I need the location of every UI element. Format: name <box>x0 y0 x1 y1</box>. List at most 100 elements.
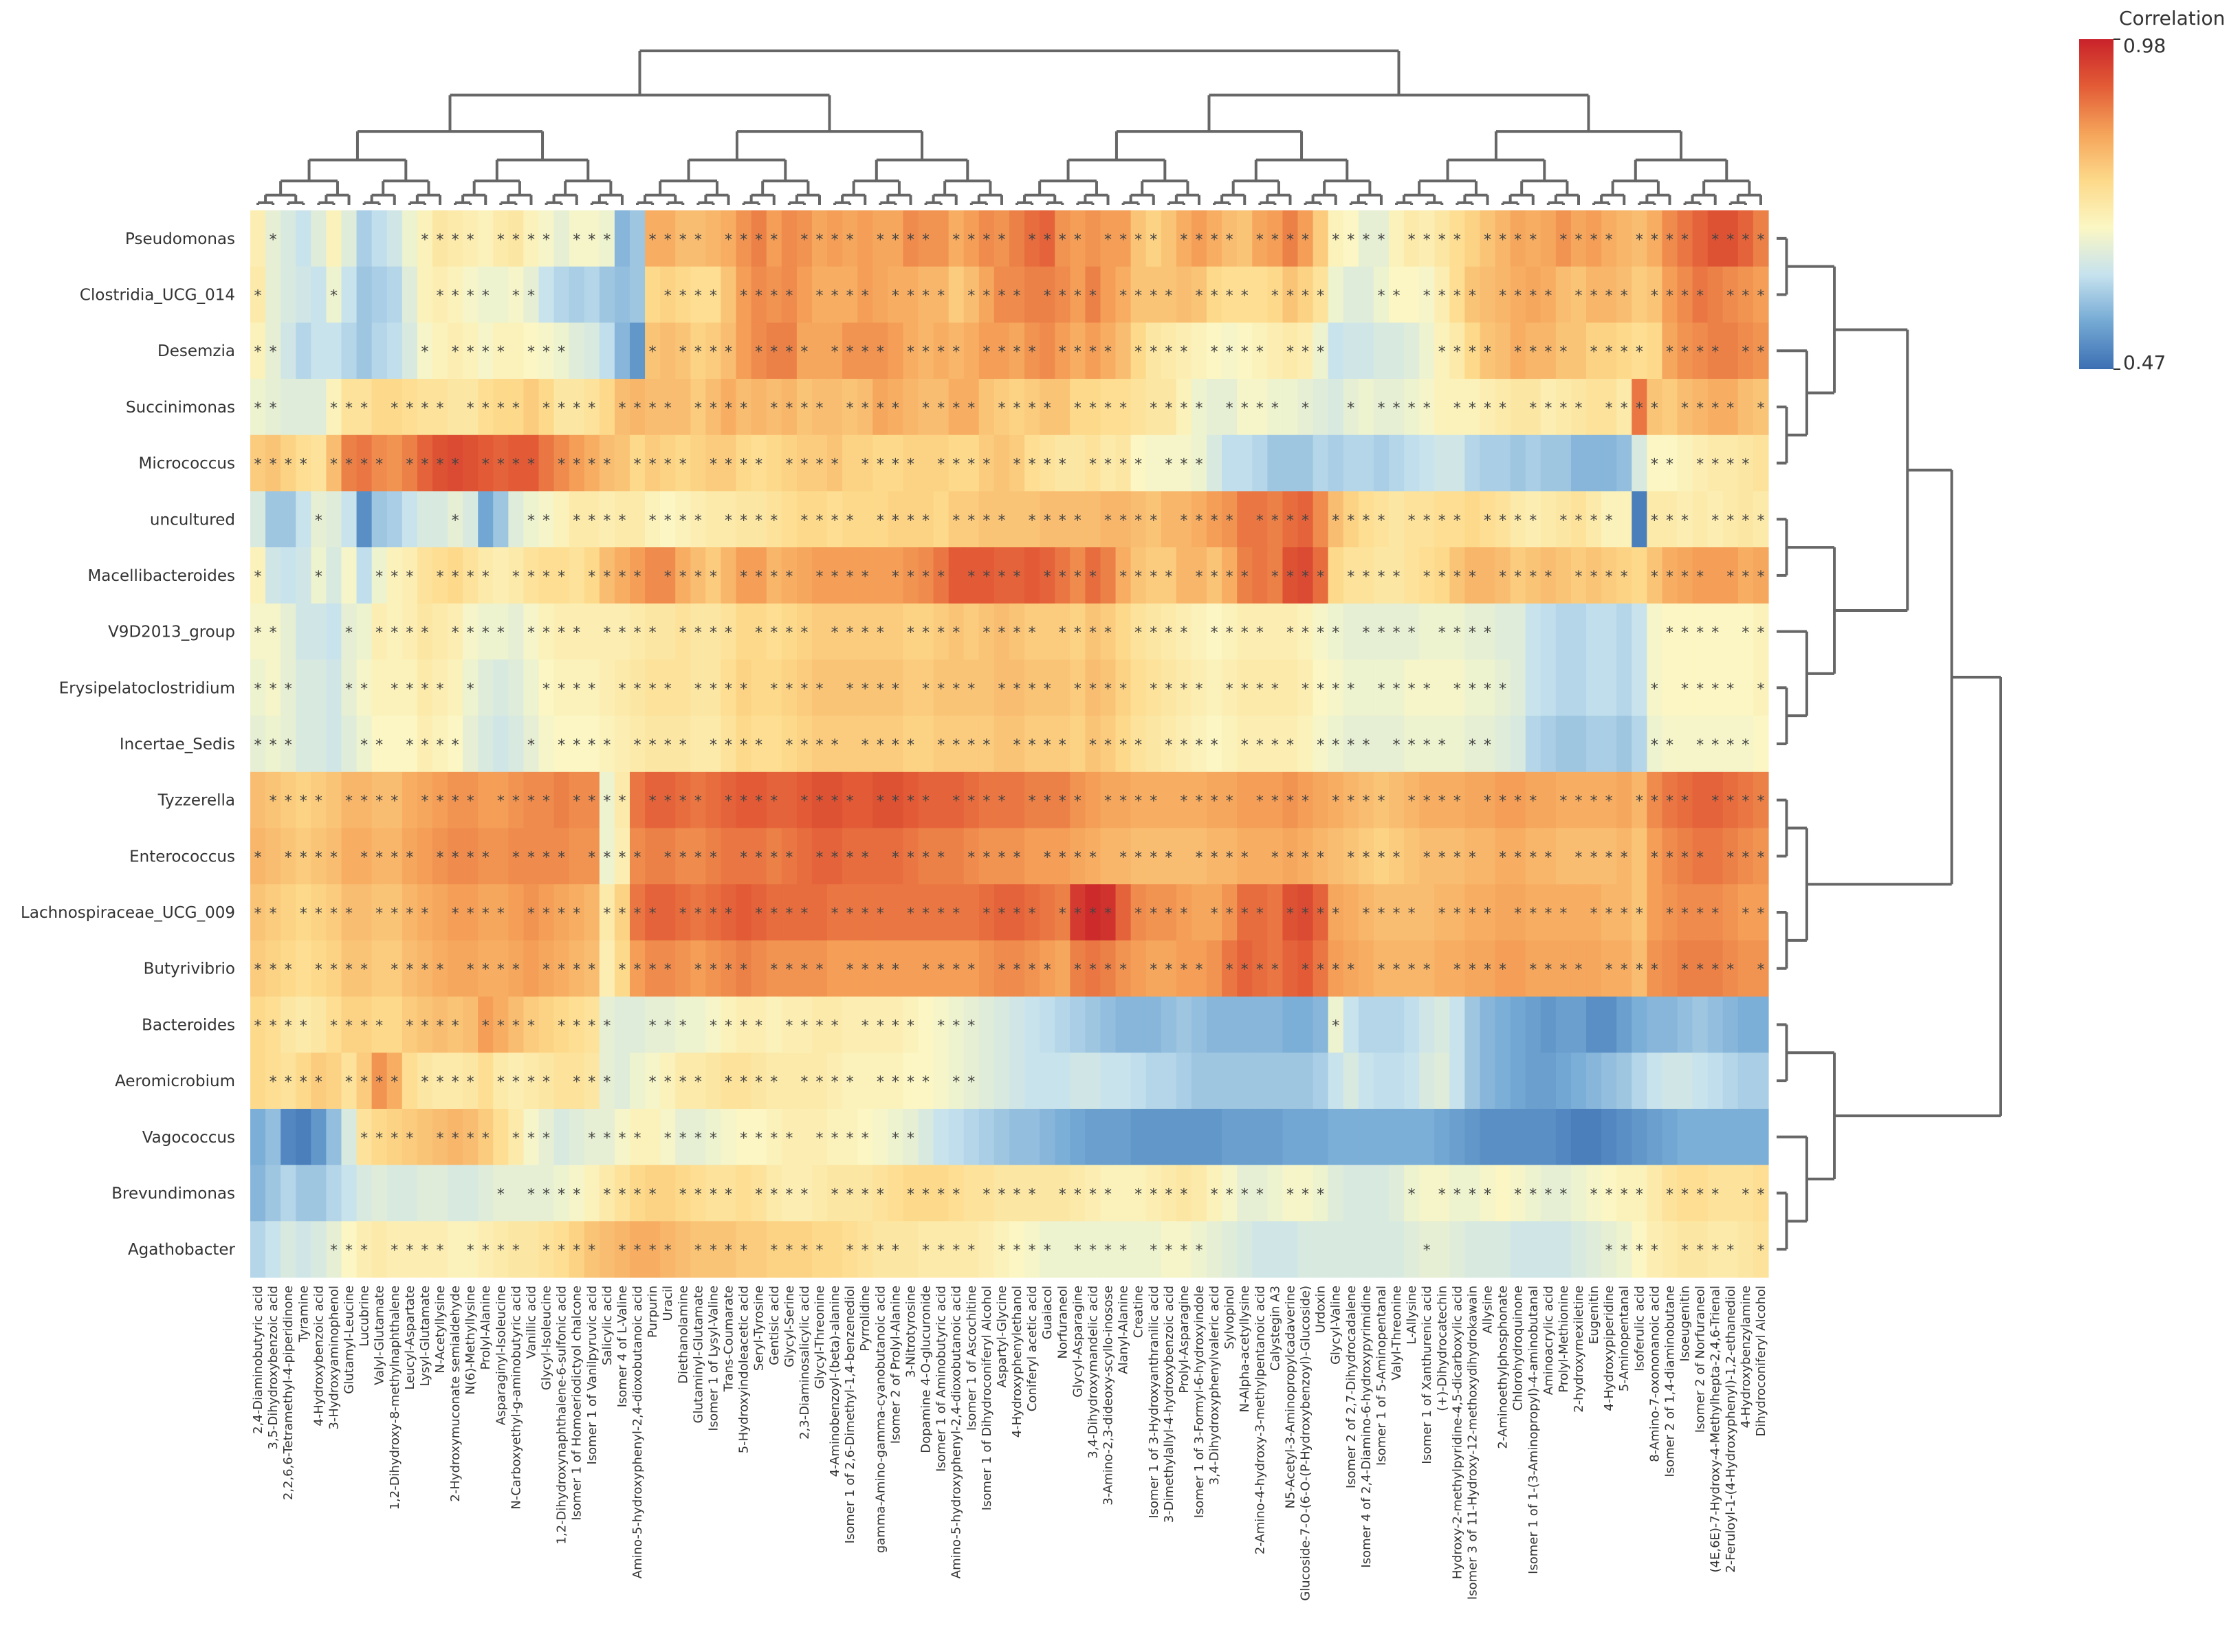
heatmap-cell <box>1570 210 1587 267</box>
significance-star: * <box>1074 1242 1081 1259</box>
significance-star: * <box>1211 905 1218 923</box>
significance-star: * <box>816 1242 824 1259</box>
significance-star: * <box>1423 232 1431 249</box>
heatmap-cell <box>1464 1108 1481 1166</box>
heatmap-cell <box>872 434 888 492</box>
heatmap-cell <box>1145 547 1162 604</box>
heatmap-cell <box>1358 266 1374 323</box>
heatmap-cell <box>1100 1053 1117 1110</box>
significance-star: * <box>816 288 824 305</box>
significance-star: * <box>558 905 565 923</box>
heatmap-cell <box>1055 210 1070 267</box>
significance-star: * <box>892 232 899 249</box>
column-label: 3,5-Dihydroxybenzoic acid <box>266 1286 281 1450</box>
significance-star: * <box>1681 569 1689 586</box>
heatmap-cell <box>1176 884 1192 941</box>
heatmap-cell <box>371 547 388 604</box>
significance-star: * <box>861 1130 869 1147</box>
heatmap-cell <box>1464 603 1481 661</box>
heatmap-cell <box>432 940 448 998</box>
heatmap-cell <box>538 603 555 661</box>
heatmap-cell <box>766 379 782 436</box>
significance-star: * <box>831 1074 839 1091</box>
heatmap-cell <box>265 716 281 773</box>
column-label: Glycyl-Valine <box>1329 1286 1343 1365</box>
significance-star: * <box>967 512 975 529</box>
significance-star: * <box>1332 232 1339 249</box>
significance-star: * <box>254 737 262 754</box>
heatmap-cell <box>1252 828 1268 885</box>
significance-star: * <box>1044 849 1051 866</box>
significance-star: * <box>1605 400 1613 417</box>
significance-star: * <box>634 737 641 754</box>
significance-star: * <box>1347 962 1354 979</box>
heatmap-cell <box>827 603 843 661</box>
significance-star: * <box>345 625 353 642</box>
significance-star: * <box>542 625 550 642</box>
significance-star: * <box>512 1242 520 1259</box>
heatmap-cell <box>584 996 600 1053</box>
heatmap-cell <box>1373 659 1390 716</box>
heatmap-cell <box>1191 434 1207 492</box>
significance-star: * <box>1104 512 1112 529</box>
heatmap-cell <box>1616 1108 1632 1166</box>
significance-star: * <box>877 1242 884 1259</box>
heatmap-cell <box>402 828 418 885</box>
heatmap-cell <box>553 884 570 941</box>
heatmap-cell <box>508 547 525 604</box>
heatmap-cell <box>857 603 873 661</box>
heatmap-cell <box>645 322 661 379</box>
heatmap-cell <box>326 603 342 661</box>
significance-star: * <box>1134 737 1142 754</box>
column-label: Glucoside-7-O-(6-O-(P-Hydroxybenzoyl)-Gl… <box>1299 1286 1313 1601</box>
significance-star: * <box>270 793 277 811</box>
significance-star: * <box>1150 400 1157 417</box>
significance-star: * <box>1196 288 1203 305</box>
heatmap-cell <box>463 1108 479 1166</box>
heatmap-cell <box>1464 996 1481 1053</box>
significance-star: * <box>877 625 884 642</box>
heatmap-cell <box>1662 1221 1678 1278</box>
significance-star: * <box>375 1074 383 1091</box>
significance-star: * <box>1666 232 1673 249</box>
significance-star: * <box>922 569 930 586</box>
significance-star: * <box>785 962 793 979</box>
heatmap-cell <box>1419 884 1435 941</box>
significance-star: * <box>1681 512 1689 529</box>
significance-star: * <box>1286 625 1294 642</box>
significance-star: * <box>846 793 854 811</box>
significance-star: * <box>588 737 595 754</box>
heatmap-cell <box>1328 659 1344 716</box>
significance-star: * <box>1362 849 1370 866</box>
significance-star: * <box>315 962 322 979</box>
heatmap-cell <box>1464 884 1481 941</box>
significance-star: * <box>1256 512 1264 529</box>
significance-star: * <box>1711 681 1719 698</box>
significance-star: * <box>542 793 550 811</box>
column-label: 5-Hydroxyindoleacetic acid <box>737 1286 751 1453</box>
heatmap-cell <box>1647 210 1663 267</box>
significance-star: * <box>1742 793 1749 811</box>
heatmap-cell <box>675 1053 691 1110</box>
heatmap-cell <box>1009 547 1025 604</box>
heatmap-cell <box>250 322 266 379</box>
significance-star: * <box>1180 456 1187 474</box>
significance-star: * <box>1332 625 1339 642</box>
significance-star: * <box>877 681 884 698</box>
heatmap-cell <box>356 603 373 661</box>
heatmap-cell <box>1313 884 1329 941</box>
heatmap-cell <box>872 322 888 379</box>
significance-star: * <box>755 849 762 866</box>
heatmap-cell <box>1601 1108 1617 1166</box>
heatmap-cell <box>1677 996 1693 1053</box>
heatmap-cell <box>386 379 403 436</box>
heatmap-cell <box>1404 1108 1420 1166</box>
significance-star: * <box>937 962 945 979</box>
heatmap-cell <box>933 547 949 604</box>
heatmap-cell <box>630 1053 646 1110</box>
heatmap-cell <box>1191 771 1207 829</box>
significance-star: * <box>527 512 535 529</box>
heatmap-cell <box>660 547 676 604</box>
heatmap-cell <box>417 547 433 604</box>
heatmap-cell <box>963 434 980 492</box>
